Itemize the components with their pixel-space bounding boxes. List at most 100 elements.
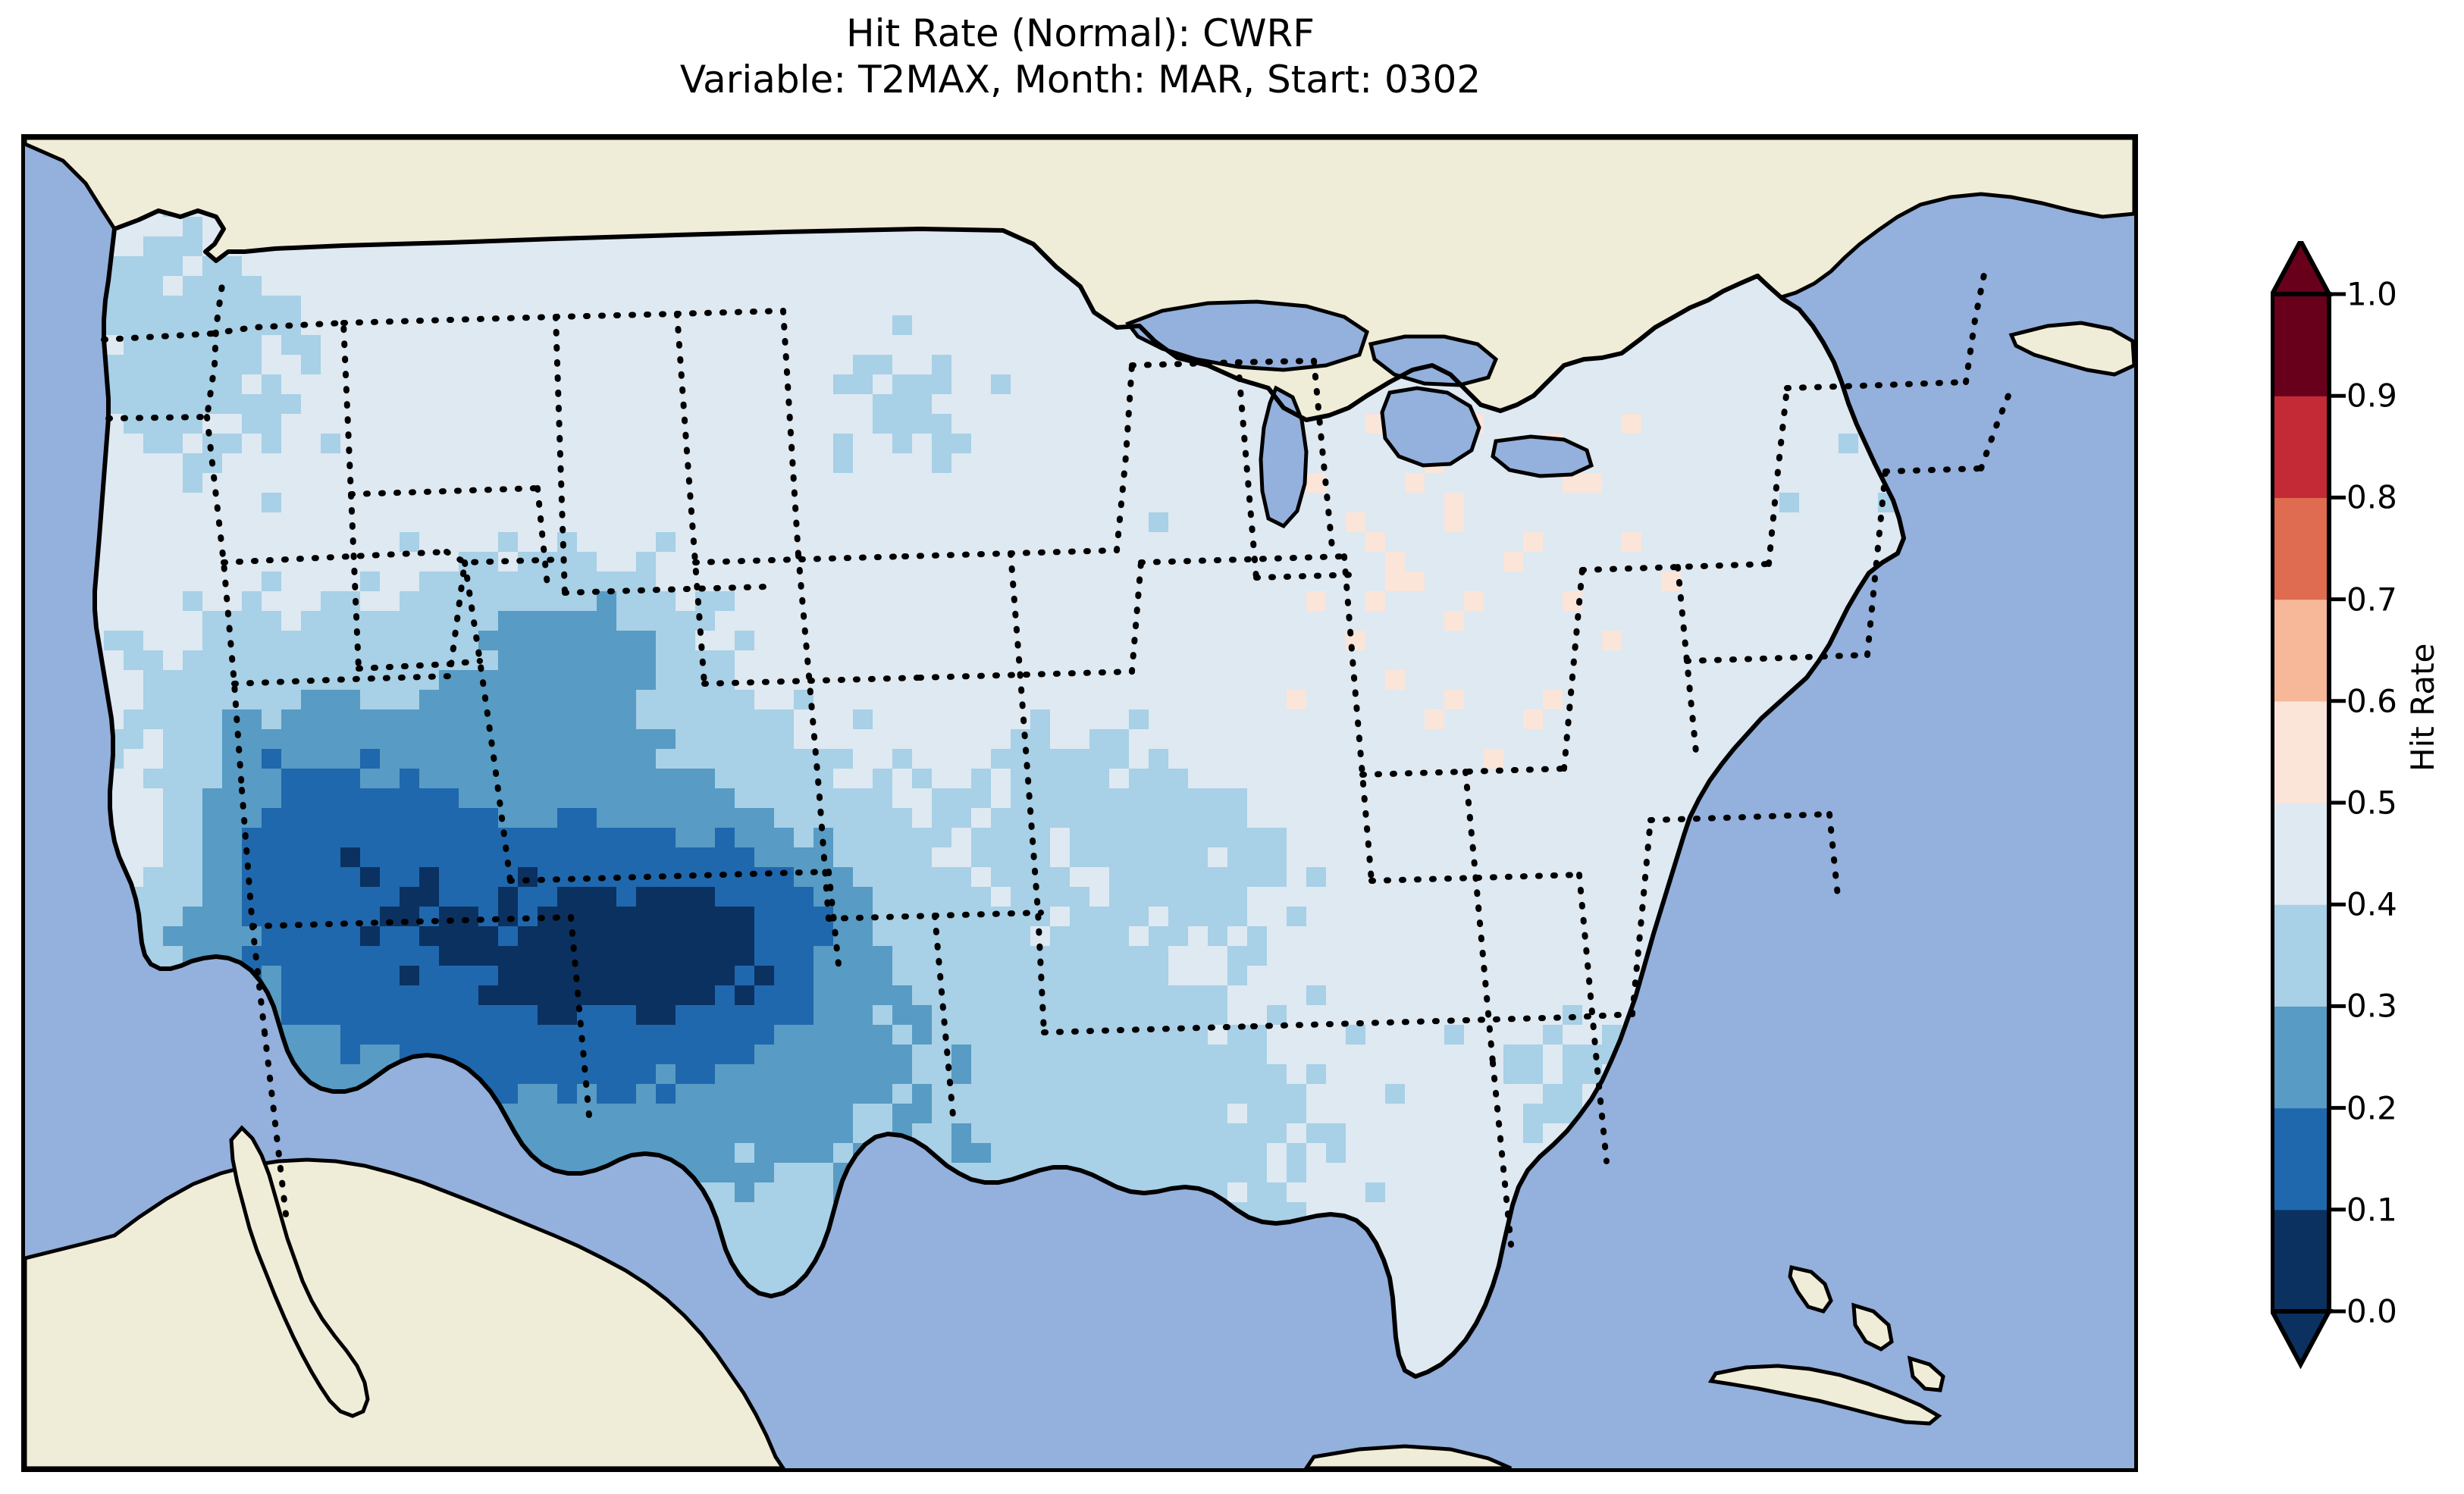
- data-cell: [459, 808, 479, 828]
- data-cell: [439, 828, 459, 848]
- data-cell: [222, 296, 243, 316]
- data-cell: [577, 355, 597, 375]
- data-cell: [1543, 532, 1563, 553]
- data-cell: [360, 414, 381, 434]
- data-cell: [380, 572, 400, 592]
- data-cell: [715, 414, 735, 434]
- data-cell: [1385, 473, 1406, 493]
- data-cell: [1168, 867, 1189, 888]
- data-cell: [1701, 394, 1721, 415]
- data-cell: [163, 217, 183, 237]
- foreign-landmass: [1851, 1302, 1894, 1351]
- data-cell: [419, 335, 440, 355]
- data-cell: [813, 552, 834, 572]
- map-panel[interactable]: [21, 134, 2138, 1472]
- data-cell: [873, 985, 893, 1006]
- map-canvas[interactable]: [25, 138, 2134, 1468]
- data-cell: [951, 631, 972, 651]
- data-cell: [1306, 749, 1327, 769]
- data-cell: [1681, 591, 1701, 612]
- data-cell: [695, 828, 716, 848]
- data-cell: [281, 709, 302, 730]
- data-cell: [1385, 887, 1406, 907]
- data-cell: [1799, 552, 1820, 572]
- data-cell: [1208, 788, 1228, 809]
- data-cell: [262, 414, 282, 434]
- data-cell: [1661, 828, 1682, 848]
- data-cell: [459, 966, 479, 986]
- data-cell: [1701, 709, 1721, 730]
- data-cell: [853, 631, 873, 651]
- data-cell: [459, 394, 479, 415]
- data-cell: [1365, 867, 1386, 888]
- data-cell: [813, 650, 834, 671]
- data-cell: [892, 808, 913, 828]
- data-cell: [774, 887, 795, 907]
- data-cell: [1681, 493, 1701, 513]
- data-cell: [616, 788, 637, 809]
- data-cell: [1839, 434, 1859, 454]
- data-cell: [1030, 572, 1051, 592]
- data-cell: [1661, 690, 1682, 710]
- data-cell: [360, 256, 381, 277]
- data-cell: [1208, 434, 1228, 454]
- data-cell: [1582, 828, 1603, 848]
- data-cell: [1030, 532, 1051, 553]
- data-cell: [1050, 591, 1071, 612]
- data-cell: [892, 256, 913, 277]
- data-cell: [1089, 335, 1110, 355]
- data-cell: [853, 808, 873, 828]
- data-cell: [124, 453, 144, 474]
- data-cell: [557, 808, 578, 828]
- data-cell: [1188, 690, 1208, 710]
- data-cell: [518, 572, 538, 592]
- data-cell: [1464, 1025, 1484, 1045]
- data-cell: [439, 788, 459, 809]
- data-cell: [321, 414, 341, 434]
- data-cell: [262, 887, 282, 907]
- data-cell: [636, 315, 657, 336]
- data-cell: [1661, 335, 1682, 355]
- data-cell: [400, 315, 420, 336]
- data-cell: [321, 355, 341, 375]
- data-cell: [163, 631, 183, 651]
- data-cell: [163, 847, 183, 868]
- data-cell: [695, 276, 716, 296]
- data-cell: [518, 985, 538, 1006]
- data-cell: [1622, 867, 1642, 888]
- data-cell: [183, 749, 203, 769]
- data-cell: [1109, 749, 1130, 769]
- data-cell: [538, 453, 558, 474]
- data-cell: [1227, 828, 1248, 848]
- data-cell: [222, 828, 243, 848]
- data-cell: [1326, 788, 1346, 809]
- data-cell: [1050, 690, 1071, 710]
- data-cell: [1306, 650, 1327, 671]
- data-cell: [577, 808, 597, 828]
- data-cell: [1208, 709, 1228, 730]
- data-cell: [971, 572, 992, 592]
- data-cell: [951, 611, 972, 631]
- data-cell: [340, 729, 361, 750]
- data-cell: [1168, 453, 1189, 474]
- data-cell: [991, 907, 1011, 927]
- data-cell: [518, 394, 538, 415]
- data-cell: [1503, 907, 1524, 927]
- data-cell: [538, 611, 558, 631]
- data-cell: [321, 453, 341, 474]
- data-cell: [656, 335, 676, 355]
- data-cell: [1050, 611, 1071, 631]
- data-cell: [577, 1045, 597, 1065]
- data-cell: [183, 867, 203, 888]
- data-cell: [1661, 453, 1682, 474]
- data-cell: [380, 631, 400, 651]
- data-cell: [321, 374, 341, 395]
- data-cell: [143, 808, 164, 828]
- data-cell: [1602, 847, 1622, 868]
- data-cell: [419, 394, 440, 415]
- data-cell: [616, 690, 637, 710]
- data-cell: [715, 631, 735, 651]
- data-cell: [242, 591, 262, 612]
- data-cell: [459, 296, 479, 316]
- data-cell: [360, 1045, 381, 1065]
